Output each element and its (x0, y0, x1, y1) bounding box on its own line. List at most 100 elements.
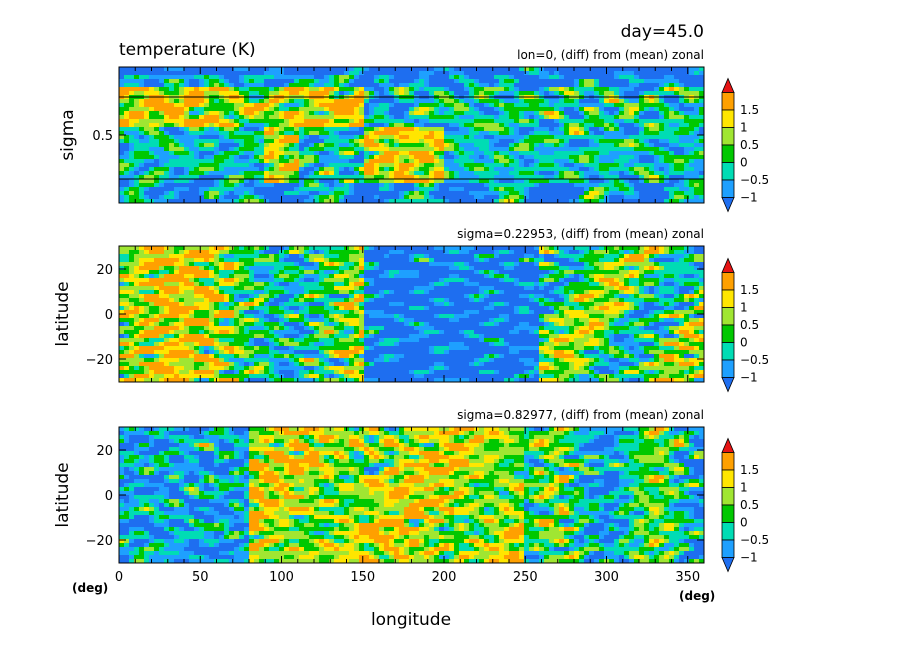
heatmap-cell (454, 266, 460, 271)
heatmap-cell (574, 175, 580, 180)
heatmap-cell (329, 199, 335, 203)
heatmap-cell (654, 107, 660, 112)
heatmap-cell (194, 71, 200, 76)
heatmap-cell (184, 83, 190, 88)
heatmap-cell (294, 151, 300, 156)
heatmap-cell (124, 254, 130, 259)
heatmap-cell (484, 75, 490, 80)
heatmap-cell (699, 127, 704, 132)
heatmap-cell (619, 179, 625, 184)
heatmap-cell (204, 155, 210, 160)
heatmap-cell (614, 71, 620, 76)
heatmap-cell (269, 111, 275, 116)
heatmap-cell (184, 254, 190, 259)
heatmap-cell (229, 262, 235, 267)
heatmap-cell (224, 179, 230, 184)
heatmap-cell (184, 250, 190, 255)
heatmap-cell (379, 119, 385, 124)
heatmap-cell (479, 191, 485, 196)
heatmap-cell (394, 107, 400, 112)
heatmap-cell (139, 147, 145, 152)
heatmap-cell (689, 250, 695, 255)
heatmap-cell (224, 171, 230, 176)
heatmap-cell (244, 67, 250, 72)
heatmap-cell (324, 171, 330, 176)
heatmap-cell (449, 175, 455, 180)
heatmap-cell (264, 266, 270, 271)
heatmap-cell (449, 179, 455, 184)
heatmap-cell (394, 167, 400, 172)
heatmap-cell (524, 103, 530, 108)
heatmap-cell (164, 155, 170, 160)
heatmap-cell (374, 270, 380, 275)
heatmap-cell (474, 250, 480, 255)
heatmap-cell (254, 199, 260, 203)
heatmap-cell (524, 246, 530, 251)
heatmap-cell (139, 91, 145, 96)
heatmap-cell (379, 99, 385, 104)
heatmap-cell (544, 111, 550, 116)
heatmap-cell (344, 159, 350, 164)
heatmap-cell (204, 67, 210, 72)
heatmap-cell (514, 155, 520, 160)
heatmap-cell (324, 83, 330, 88)
heatmap-cell (674, 175, 680, 180)
heatmap-cell (204, 250, 210, 255)
heatmap-cell (644, 195, 650, 200)
heatmap-cell (649, 183, 655, 188)
heatmap-cell (264, 119, 270, 124)
heatmap-cell (449, 71, 455, 76)
heatmap-cell (154, 155, 160, 160)
heatmap-cell (164, 159, 170, 164)
heatmap-cell (484, 266, 490, 271)
heatmap-cell (224, 163, 230, 168)
heatmap-cell (499, 127, 505, 132)
heatmap-cell (444, 115, 450, 120)
heatmap-cell (309, 195, 315, 200)
heatmap-cell (384, 262, 390, 267)
heatmap-cell (264, 250, 270, 255)
heatmap-cell (244, 250, 250, 255)
heatmap-cell (349, 274, 355, 279)
heatmap-cell (509, 199, 515, 203)
heatmap-cell (579, 123, 585, 128)
heatmap-cell (479, 75, 485, 80)
heatmap-cell (394, 71, 400, 76)
heatmap-cell (639, 175, 645, 180)
heatmap-cell (169, 262, 175, 267)
heatmap-cell (549, 159, 555, 164)
heatmap-cell (609, 119, 615, 124)
heatmap-cell (554, 135, 560, 140)
heatmap-cell (339, 258, 345, 263)
heatmap-cell (624, 250, 630, 255)
heatmap-cell (559, 71, 565, 76)
heatmap-cell (124, 71, 130, 76)
heatmap-cell (349, 107, 355, 112)
heatmap-cell (279, 151, 285, 156)
heatmap-cell (194, 79, 200, 84)
heatmap-cell (479, 187, 485, 192)
heatmap-cell (574, 199, 580, 203)
heatmap-cell (524, 83, 530, 88)
heatmap-cell (579, 131, 585, 136)
heatmap-cell (459, 83, 465, 88)
heatmap-cell (654, 91, 660, 96)
heatmap-cell (224, 266, 230, 271)
heatmap-cell (654, 258, 660, 263)
heatmap-cell (264, 147, 270, 152)
heatmap-cell (234, 79, 240, 84)
heatmap-cell (439, 183, 445, 188)
heatmap-cell (339, 135, 345, 140)
heatmap-cell (659, 159, 665, 164)
heatmap-cell (274, 107, 280, 112)
heatmap-cell (294, 135, 300, 140)
heatmap-cell (379, 135, 385, 140)
heatmap-cell (419, 107, 425, 112)
heatmap-cell (314, 67, 320, 72)
heatmap-cell (459, 119, 465, 124)
heatmap-cell (124, 159, 130, 164)
heatmap-cell (389, 254, 395, 259)
heatmap-cell (389, 111, 395, 116)
heatmap-cell (559, 183, 565, 188)
heatmap-cell (254, 270, 260, 275)
